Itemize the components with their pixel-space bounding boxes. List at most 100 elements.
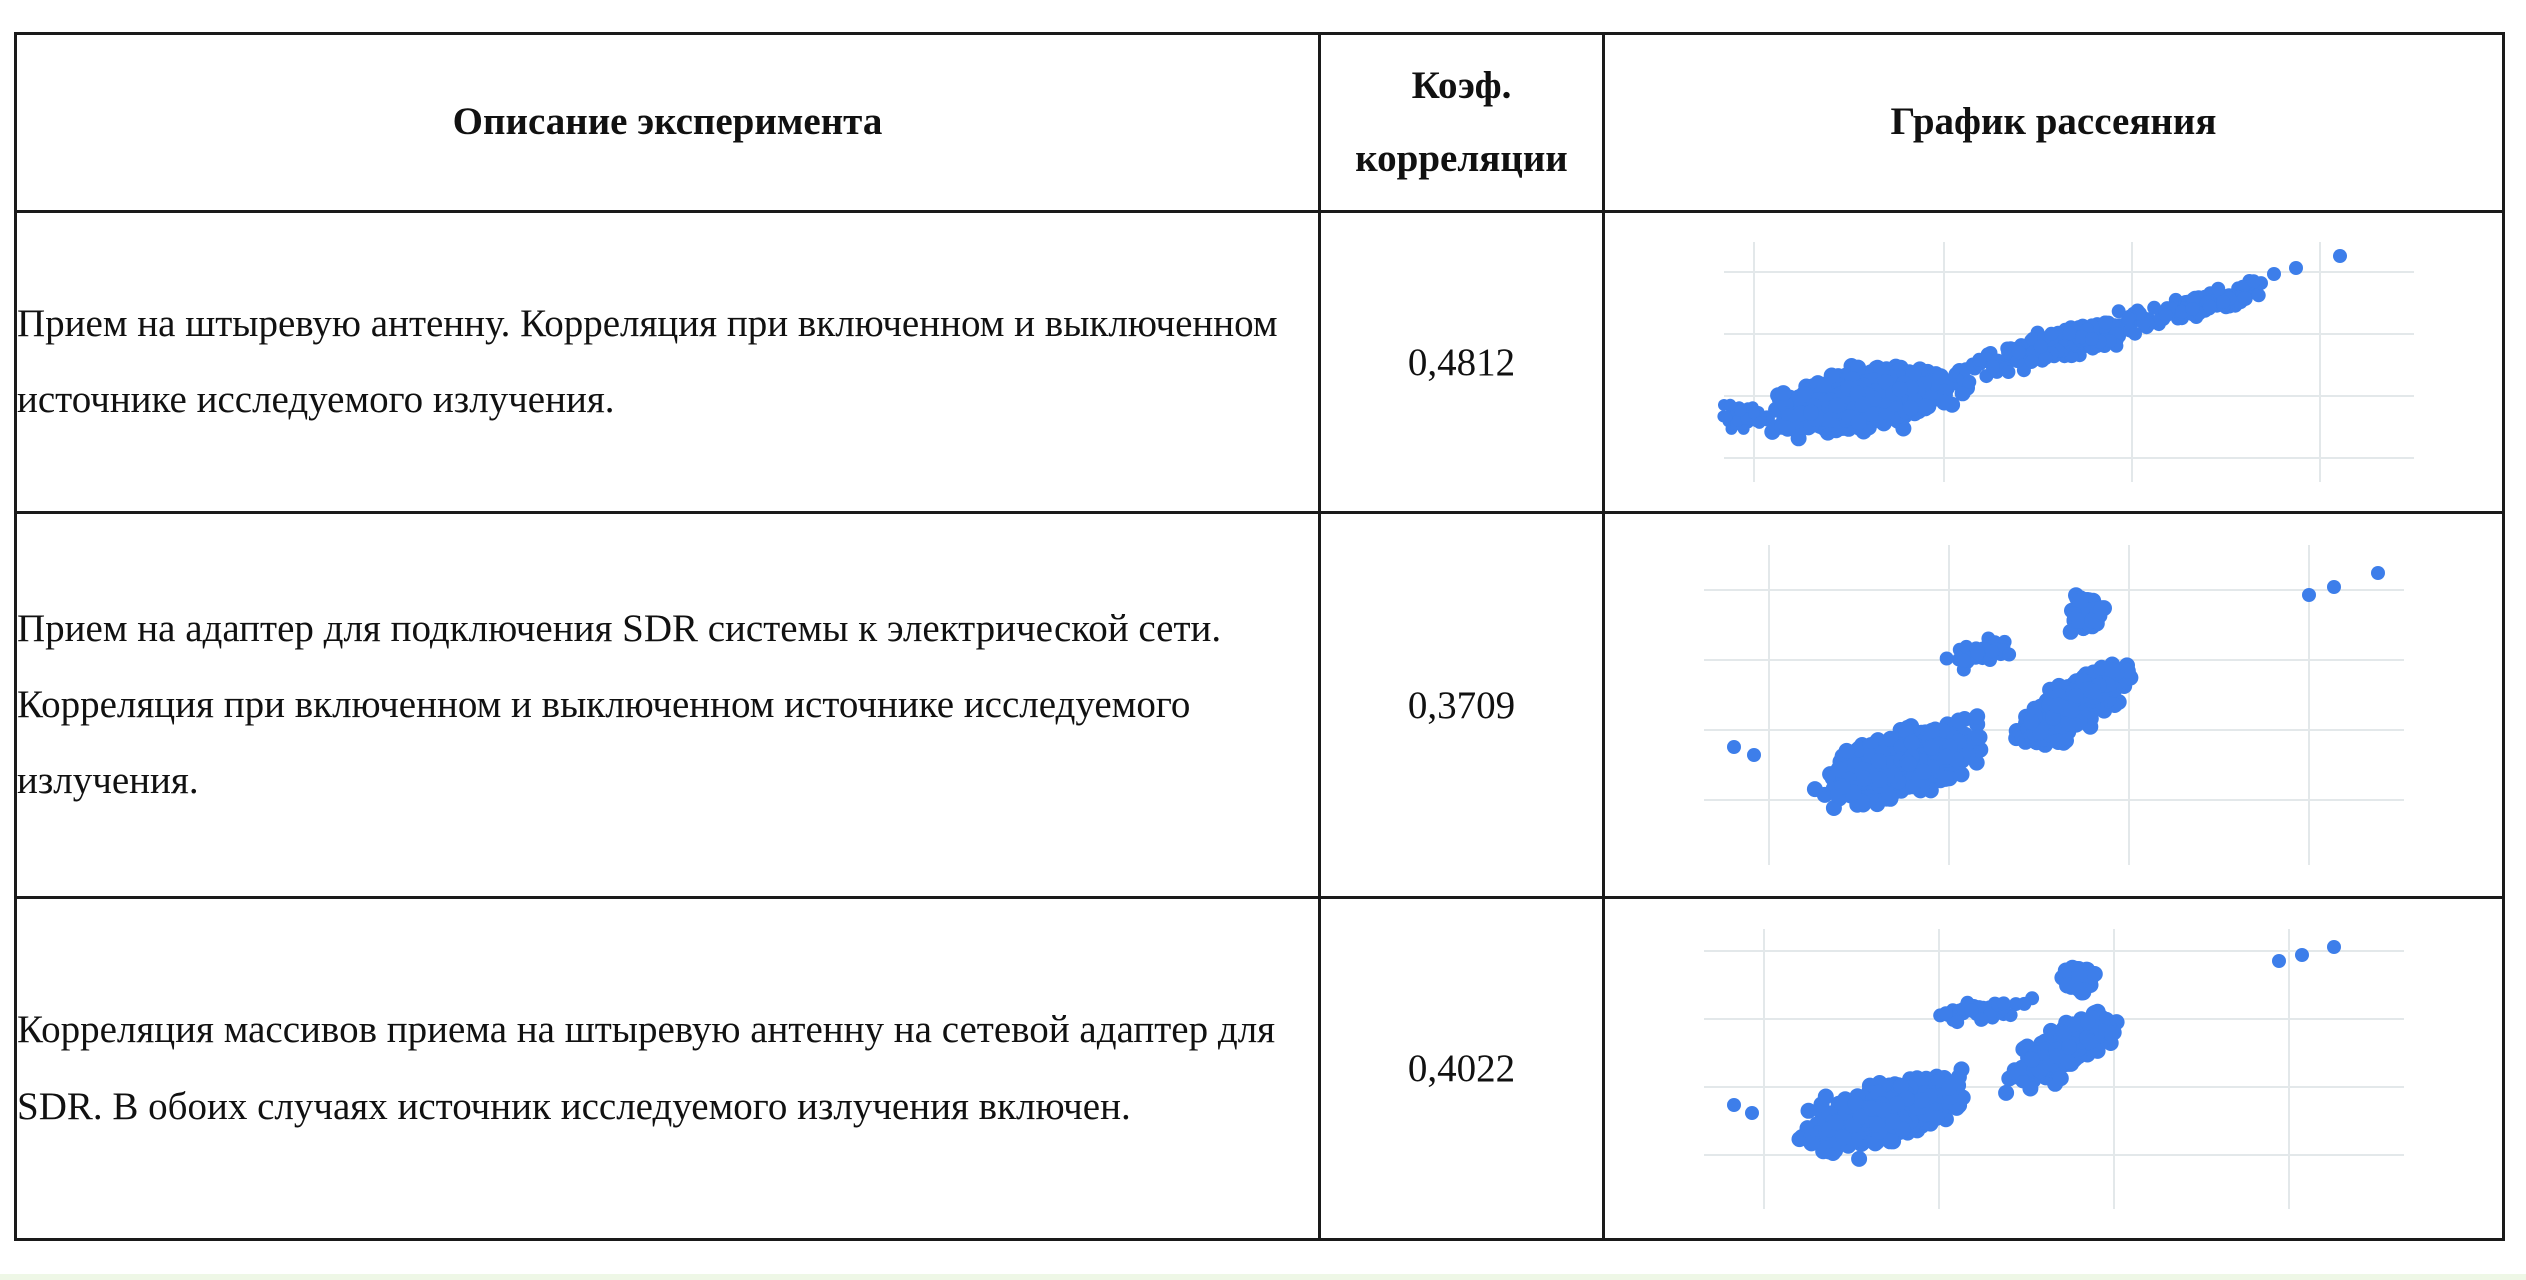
row-coefficient: 0,3709 (1318, 511, 1605, 899)
data-point (1997, 1084, 2014, 1101)
data-point (1954, 385, 1971, 402)
data-point (2146, 300, 2161, 315)
data-point (2251, 288, 2266, 303)
data-point (2288, 261, 2303, 275)
data-point (1954, 1089, 1971, 1105)
data-point (2104, 662, 2120, 679)
row-plot-cell (1602, 210, 2505, 514)
data-point (2084, 332, 2099, 346)
data-point (1868, 1116, 1885, 1133)
data-point (1891, 381, 1908, 397)
data-point (2215, 295, 2230, 309)
header-plot: График рассеяния (1602, 32, 2505, 213)
data-point (1874, 1101, 1891, 1118)
data-point (1830, 761, 1847, 778)
data-point (2014, 1071, 2031, 1088)
data-point (2326, 939, 2341, 954)
header-coefficient-text: Коэф. корреляции (1355, 64, 1568, 180)
data-point (1984, 644, 1999, 659)
data-point (1953, 766, 1969, 783)
data-point (2202, 299, 2217, 314)
data-point (1950, 712, 1967, 729)
table-row: Корреляция массивов приема на штыревую а… (14, 896, 2505, 1241)
data-point (1827, 1113, 1844, 1130)
data-point (1834, 778, 1851, 795)
data-point (1938, 1005, 1953, 1020)
data-point (1923, 722, 1940, 739)
row-coefficient: 0,4812 (1318, 210, 1605, 514)
data-point (2023, 1051, 2040, 1068)
data-point (1806, 781, 1823, 798)
data-point (1719, 411, 1732, 424)
data-point (2044, 709, 2061, 726)
data-point (1888, 1095, 1905, 1112)
data-point (1923, 739, 1940, 756)
data-point (1800, 1102, 1816, 1119)
data-point (2174, 304, 2189, 319)
data-point (2055, 1025, 2072, 1042)
data-point (1838, 742, 1855, 759)
row-coefficient: 0,4022 (1318, 896, 1605, 1241)
data-point (2001, 647, 2016, 662)
data-point (1964, 1003, 1978, 1018)
data-point (2062, 326, 2076, 341)
data-point (2071, 981, 2088, 998)
data-point (1935, 394, 1952, 411)
data-point (2332, 249, 2347, 263)
data-point (1949, 1014, 1964, 1029)
data-point (2016, 996, 2031, 1011)
data-point (1744, 1105, 1759, 1120)
data-point (1900, 755, 1917, 772)
data-point (2127, 326, 2142, 341)
data-point (1915, 763, 1931, 780)
data-point (1968, 708, 1985, 725)
data-point (1892, 1077, 1909, 1094)
data-point (1802, 1134, 1819, 1151)
data-point (2024, 354, 2039, 369)
data-point (1882, 730, 1898, 747)
data-point (1927, 1109, 1944, 1126)
data-point (1847, 1095, 1863, 1111)
data-point (1970, 646, 1985, 661)
row-plot-cell (1602, 511, 2505, 899)
data-point (2266, 267, 2281, 281)
data-point (1834, 1129, 1851, 1145)
data-point (2048, 697, 2065, 714)
data-point (1916, 398, 1933, 415)
data-point (1870, 753, 1887, 769)
data-point (2063, 702, 2080, 719)
data-point (2084, 683, 2101, 700)
data-point (2067, 688, 2084, 704)
row-description: Корреляция массивов приема на штыревую а… (14, 896, 1321, 1241)
data-point (1932, 368, 1949, 385)
scatter-plot (1716, 242, 2414, 482)
data-point (2087, 613, 2104, 630)
data-point (2102, 334, 2117, 348)
data-point (1996, 995, 2011, 1010)
data-point (1902, 400, 1919, 416)
data-point (2070, 612, 2087, 629)
data-point (2246, 274, 2261, 289)
data-point (2083, 968, 2100, 985)
data-point (2031, 724, 2048, 741)
data-point (1937, 770, 1953, 787)
data-point (2370, 566, 2385, 580)
data-point (2038, 351, 2053, 365)
data-point (2058, 977, 2075, 993)
data-point (1985, 359, 2000, 374)
scatter-plot (1703, 928, 2404, 1209)
data-point (2185, 302, 2199, 316)
data-point (1852, 1108, 1869, 1125)
data-point (2052, 1069, 2069, 1086)
data-point (2101, 1024, 2118, 1041)
data-point (2011, 345, 2026, 360)
data-point (2070, 968, 2087, 985)
data-point (1726, 740, 1741, 754)
data-point (1973, 1012, 1988, 1027)
data-point (2043, 326, 2058, 341)
data-point (2093, 600, 2110, 617)
data-point (2210, 281, 2225, 296)
data-point (1733, 404, 1746, 417)
data-point (2060, 1038, 2077, 1055)
data-point (1940, 1079, 1957, 1096)
